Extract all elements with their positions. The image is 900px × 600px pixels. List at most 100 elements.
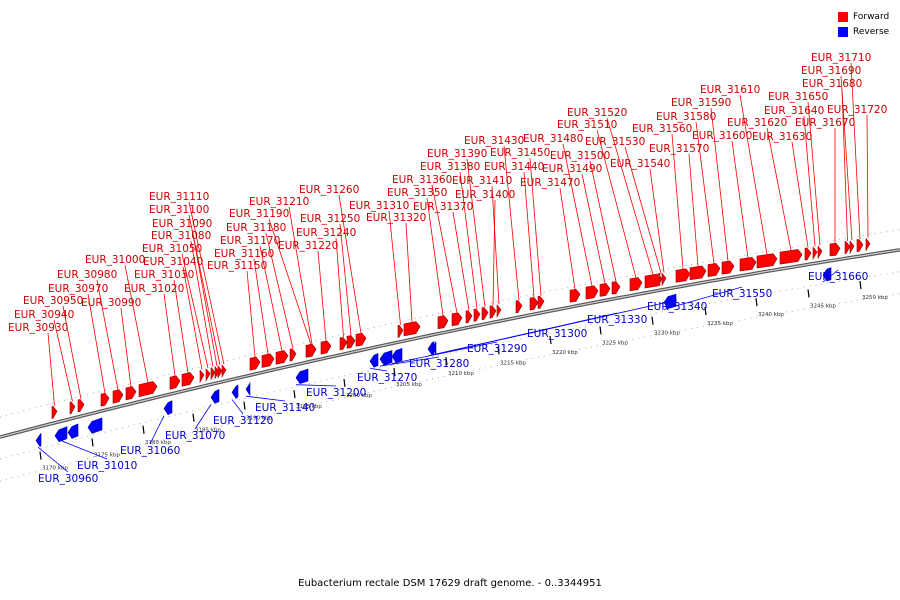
forward-gene-label: EUR_31530 xyxy=(585,136,645,148)
forward-gene-label: EUR_31260 xyxy=(299,184,359,196)
forward-gene-label: EUR_31710 xyxy=(811,52,871,64)
forward-gene-label: EUR_31350 xyxy=(387,187,447,199)
forward-gene-label: EUR_31030 xyxy=(134,269,194,281)
gene-EUR_31490 xyxy=(599,283,611,297)
gene-EUR_31180 xyxy=(289,348,297,362)
scale-tick xyxy=(445,357,448,366)
gene-EUR_31150 xyxy=(249,356,261,371)
leader-line xyxy=(840,75,853,241)
scale-tick-label: 3205 kbp xyxy=(396,382,422,388)
scale-tick-label: 3245 kbp xyxy=(810,303,836,309)
forward-gene-label: EUR_31240 xyxy=(296,227,356,239)
gene-reverse xyxy=(822,267,832,282)
scale-tick xyxy=(859,280,862,290)
forward-gene-label: EUR_31380 xyxy=(420,161,480,173)
leader-line xyxy=(182,266,203,370)
gene-reverse xyxy=(87,417,103,434)
forward-gene-label: EUR_31150 xyxy=(207,260,267,272)
leader-line xyxy=(431,184,458,313)
forward-gene-label: EUR_31220 xyxy=(278,240,338,252)
gene-reverse xyxy=(163,400,173,415)
leader-line xyxy=(191,228,218,367)
leader-line xyxy=(562,143,593,287)
scale-tick-label: 3240 kbp xyxy=(758,312,784,318)
leader-line xyxy=(581,173,606,284)
leader-line xyxy=(339,223,352,336)
legend-forward-label: Forward xyxy=(853,11,890,22)
gene-EUR_31500 xyxy=(611,281,621,295)
leader-line xyxy=(391,341,498,364)
leader-line xyxy=(466,158,486,308)
leader-line xyxy=(405,222,413,323)
scale-tick-label: 3180 kbp xyxy=(145,440,171,446)
leader-line xyxy=(559,187,576,290)
gene-EUR_31210 xyxy=(307,343,317,358)
leader-line xyxy=(188,201,225,365)
scale-tick-label: 3235 kbp xyxy=(707,321,733,327)
forward-gene-label: EUR_31250 xyxy=(300,213,360,225)
gene-EUR_31630 xyxy=(804,247,812,261)
forward-gene-label: EUR_31400 xyxy=(455,189,515,201)
scale-track-dots xyxy=(0,293,900,482)
leader-line xyxy=(388,210,401,325)
gene-EUR_31050 xyxy=(205,368,211,382)
leader-line xyxy=(596,129,637,278)
scale-tick-label: 3190 kbp xyxy=(246,416,272,422)
forward-gene-label: EUR_31160 xyxy=(214,248,274,260)
gene-EUR_31310 xyxy=(397,324,404,338)
scale-tick-label: 3250 kbp xyxy=(862,295,888,301)
forward-swatch xyxy=(838,11,848,22)
leader-line xyxy=(426,197,444,316)
gene-EUR_31410 xyxy=(496,304,502,318)
gene-EUR_31670 xyxy=(829,242,841,257)
forward-gene-label: EUR_31490 xyxy=(542,163,602,175)
leader-line xyxy=(807,101,821,246)
map-caption: Eubacterium rectale DSM 17629 draft geno… xyxy=(298,578,602,589)
legend-forward: Forward xyxy=(838,9,889,24)
gene-EUR_30970 xyxy=(100,392,110,407)
gene-reverse xyxy=(231,384,239,399)
reverse-gene-label: EUR_31120 xyxy=(213,415,273,427)
genome-backbone-highlight xyxy=(0,249,900,438)
gene-EUR_31220 xyxy=(320,340,332,355)
forward-gene-label: EUR_31510 xyxy=(557,119,617,131)
gene-EUR_31590 xyxy=(721,260,735,275)
gene-EUR_31370 xyxy=(465,310,473,324)
gene-EUR_31510 xyxy=(629,277,643,292)
forward-gene-label: EUR_31410 xyxy=(452,175,512,187)
forward-gene-label: EUR_31540 xyxy=(610,158,670,170)
scale-tick xyxy=(393,368,396,377)
leader-line xyxy=(259,245,283,351)
gene-EUR_31570 xyxy=(689,265,707,281)
gene-EUR_31560 xyxy=(675,268,691,283)
leader-lines xyxy=(37,62,869,473)
leader-line xyxy=(731,140,749,258)
scale-tick-label: 3225 kbp xyxy=(602,340,628,346)
scale-tick-label: 3200 kbp xyxy=(346,393,372,399)
gene-EUR_30980 xyxy=(112,389,124,404)
scale-tick xyxy=(91,438,94,447)
forward-gene-label: EUR_31470 xyxy=(520,177,580,189)
gene-EUR_31390 xyxy=(481,307,489,321)
leader-line xyxy=(338,194,362,334)
gene-reverse xyxy=(210,389,220,404)
gene-EUR_31610 xyxy=(756,253,778,269)
gene-EUR_31450 xyxy=(537,295,545,309)
gene-EUR_31100 xyxy=(217,365,223,379)
forward-gene-label: EUR_31720 xyxy=(827,104,887,116)
scale-tick xyxy=(39,451,42,460)
gene-EUR_30930 xyxy=(51,405,58,419)
scale-tick xyxy=(807,289,810,298)
gene-reverse xyxy=(431,341,437,355)
gene-EUR_31400 xyxy=(489,305,497,319)
leader-line xyxy=(523,171,535,298)
reverse-gene-label: EUR_31070 xyxy=(165,430,225,442)
leader-line xyxy=(492,199,496,306)
leader-line xyxy=(624,146,662,274)
leader-line xyxy=(803,115,816,247)
forward-gene-label: EUR_30990 xyxy=(81,297,141,309)
gene-reverse xyxy=(379,350,393,366)
leader-line xyxy=(173,279,189,373)
